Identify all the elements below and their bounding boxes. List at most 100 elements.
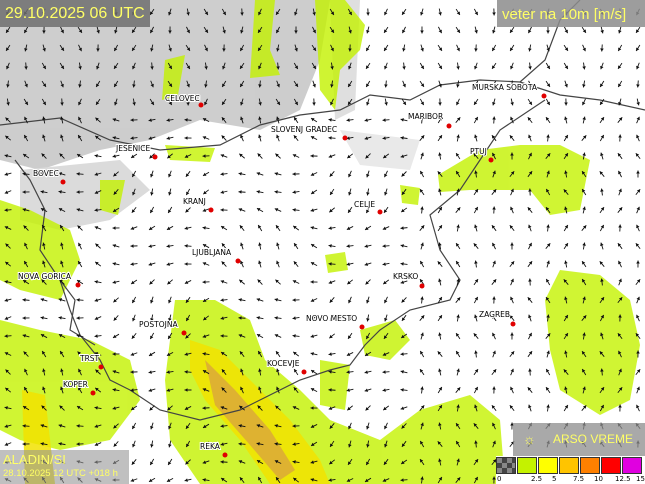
wind-arrow-head	[636, 350, 640, 354]
wind-arrow-head	[456, 278, 460, 282]
wind-arrow-head	[60, 134, 64, 139]
wind-arrow-head	[402, 101, 406, 105]
wind-arrow-head	[238, 190, 242, 194]
wind-arrow-head	[546, 134, 550, 138]
wind-arrow-head	[456, 477, 461, 481]
wind-arrow-head	[148, 478, 153, 482]
wind-arrow-head	[6, 102, 10, 106]
wind-arrow-head	[112, 244, 117, 248]
wind-arrow-head	[564, 296, 568, 300]
wind-arrow-head	[202, 352, 206, 356]
wind-arrow-head	[311, 118, 315, 122]
wind-arrow-head	[329, 334, 333, 339]
wind-arrow-head	[546, 101, 550, 106]
wind-arrow-head	[564, 153, 568, 157]
wind-arrow-head	[148, 244, 152, 248]
wind-arrow-head	[366, 65, 370, 69]
wind-arrow-head	[474, 404, 478, 409]
wind-arrow-head	[184, 154, 189, 158]
wind-arrow-head	[240, 116, 244, 121]
wind-arrow-head	[59, 279, 63, 283]
wind-arrow-head	[346, 136, 350, 140]
wind-arrow-head	[220, 460, 224, 464]
wind-arrow-head	[113, 317, 118, 321]
wind-arrow-head	[60, 83, 64, 88]
wind-arrow-head	[364, 262, 369, 266]
wind-arrow-head	[4, 190, 9, 194]
wind-arrow-head	[311, 370, 315, 374]
wind-arrow-head	[636, 84, 640, 88]
wind-arrow-head	[348, 11, 352, 16]
wind-arrow-head	[528, 134, 532, 139]
wind-arrow-head	[402, 11, 406, 15]
wind-arrow-head	[328, 352, 332, 356]
wind-arrow-head	[42, 386, 46, 391]
wind-arrow-head	[24, 134, 28, 139]
wind-arrow-head	[329, 299, 334, 303]
wind-arrow-head	[168, 83, 172, 87]
wind-arrow-head	[292, 172, 296, 176]
wind-arrow-head	[582, 66, 586, 70]
wind-arrow-head	[240, 368, 244, 373]
wind-arrow-head	[149, 281, 153, 285]
wind-arrow-head	[185, 425, 190, 429]
wind-arrow-head	[384, 102, 388, 106]
wind-arrow-head	[94, 190, 99, 194]
wind-arrow-head	[77, 154, 81, 158]
wind-arrow-head	[203, 316, 207, 321]
wind-arrow-head	[329, 208, 333, 213]
wind-arrow-head	[599, 261, 604, 265]
wind-arrow-head	[276, 134, 280, 139]
wind-arrow-head	[400, 478, 404, 482]
wind-arrow-head	[382, 118, 386, 122]
wind-arrow-head	[130, 136, 134, 140]
wind-arrow-head	[292, 154, 297, 158]
wind-arrow-head	[112, 406, 116, 410]
wind-arrow-head	[76, 298, 80, 302]
wind-arrow-head	[528, 314, 532, 319]
wind-arrow-head	[582, 116, 586, 120]
wind-arrow-head	[77, 351, 81, 355]
wind-arrow-head	[4, 226, 9, 230]
wind-arrow-head	[132, 191, 136, 196]
wind-arrow-head	[438, 422, 442, 426]
wind-arrow-head	[24, 368, 28, 373]
wind-arrow-head	[330, 84, 334, 88]
wind-arrow-head	[202, 226, 206, 230]
wind-arrow-head	[221, 117, 226, 121]
wind-arrow-head	[564, 206, 568, 210]
wind-arrow-head	[203, 442, 207, 447]
city-marker	[301, 369, 307, 375]
wind-arrow-head	[600, 314, 604, 319]
city-marker	[377, 209, 383, 215]
legend-swatch	[496, 457, 516, 474]
wind-arrow-head	[384, 29, 388, 33]
wind-arrow-head	[220, 154, 225, 158]
wind-arrow-head	[330, 47, 334, 52]
wind-arrow-head	[582, 101, 586, 106]
legend-swatch	[559, 457, 579, 474]
wind-arrow-head	[275, 405, 279, 410]
wind-arrow-head	[582, 296, 586, 300]
wind-arrow-head	[582, 189, 586, 193]
wind-arrow-head	[184, 478, 188, 482]
wind-arrow-head	[618, 207, 623, 211]
wind-arrow-head	[492, 386, 496, 390]
wind-arrow-head	[258, 65, 262, 70]
wind-arrow-head	[456, 171, 460, 175]
wind-arrow-head	[41, 405, 45, 409]
wind-arrow-head	[509, 225, 514, 229]
wind-arrow-head	[257, 405, 261, 409]
wind-arrow-head	[474, 116, 478, 121]
wind-arrow-head	[275, 477, 280, 481]
wind-arrow-head	[510, 116, 514, 121]
wind-arrow-head	[24, 101, 28, 105]
wind-arrow-head	[203, 424, 207, 428]
city-label: JESENICE	[115, 144, 151, 153]
wind-arrow-head	[112, 352, 116, 356]
wind-arrow-head	[491, 405, 496, 409]
wind-arrow-head	[221, 135, 225, 139]
wind-arrow-head	[420, 225, 425, 229]
city-marker	[152, 154, 158, 160]
city-label: TRST	[79, 354, 100, 363]
